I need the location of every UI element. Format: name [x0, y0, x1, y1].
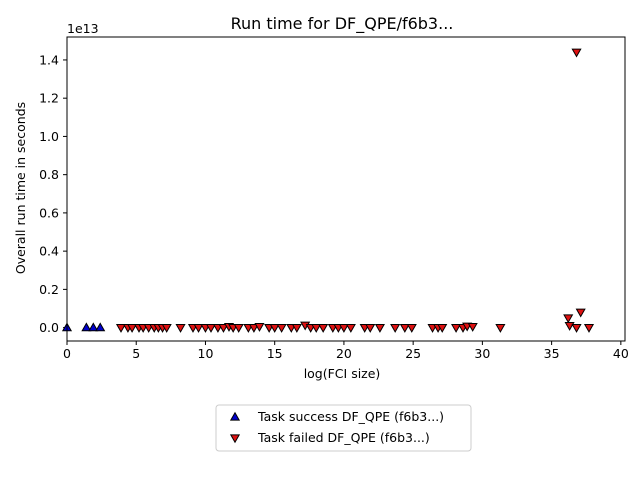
- failed-point: [365, 323, 376, 333]
- x-axis-ticks: 0 5 10 15 20 25 30 35 40: [63, 341, 629, 361]
- failed-point: [127, 323, 138, 333]
- x-tick-label: 5: [132, 346, 140, 361]
- y-tick-label: 0.8: [39, 167, 59, 182]
- y-tick-label: 1.0: [39, 129, 59, 144]
- failed-point: [563, 314, 574, 324]
- failed-point: [451, 323, 462, 333]
- failed-point: [175, 323, 186, 333]
- legend: Task success DF_QPE (f6b3...) Task faile…: [215, 404, 472, 452]
- y-axis-ticks: 0.0 0.2 0.4 0.6 0.8 1.0 1.2 1.4: [39, 52, 67, 335]
- x-tick-label: 35: [544, 346, 560, 361]
- y-tick-label: 0.0: [39, 320, 59, 335]
- y-tick-label: 1.4: [39, 52, 59, 67]
- failed-point: [390, 323, 401, 333]
- x-tick-label: 10: [198, 346, 214, 361]
- data-points: [61, 48, 595, 333]
- plot-frame: [66, 36, 626, 342]
- legend-marker-failed: [229, 434, 241, 444]
- legend-label-failed: Task failed DF_QPE (f6b3...): [257, 430, 430, 445]
- failed-point: [345, 323, 356, 333]
- x-tick-label: 25: [405, 346, 421, 361]
- failed-point: [495, 323, 506, 333]
- y-tick-label: 1.2: [39, 91, 59, 106]
- failed-point: [338, 323, 349, 333]
- failed-point: [248, 323, 259, 333]
- y-tick-label: 0.2: [39, 282, 59, 297]
- success-point: [95, 322, 106, 332]
- failed-point: [254, 323, 265, 332]
- chart-title: Run time for DF_QPE/f6b3...: [231, 14, 454, 34]
- failed-point: [276, 323, 287, 333]
- x-tick-label: 30: [474, 346, 490, 361]
- failed-point: [161, 323, 172, 333]
- x-tick-label: 40: [613, 346, 629, 361]
- failed-point: [571, 323, 582, 333]
- failed-point: [374, 323, 385, 333]
- failed-point: [218, 323, 229, 333]
- failed-point: [205, 323, 217, 333]
- failed-point: [406, 323, 417, 333]
- x-tick-label: 20: [336, 346, 352, 361]
- failed-point: [291, 323, 302, 333]
- legend-triangle-down-icon: [229, 434, 241, 444]
- y-offset-label: 1e13: [67, 21, 99, 36]
- failed-point: [115, 323, 127, 333]
- x-axis-label: log(FCI size): [304, 366, 381, 381]
- failed-point: [564, 322, 575, 331]
- failed-point: [233, 323, 244, 333]
- x-tick-label: 0: [63, 346, 71, 361]
- failed-point: [318, 323, 329, 333]
- y-axis-label: Overall run time in seconds: [13, 102, 28, 274]
- failed-point: [575, 308, 586, 318]
- failed-point: [571, 48, 582, 58]
- failed-point: [193, 323, 204, 333]
- y-tick-label: 0.4: [39, 244, 59, 259]
- failed-point: [311, 323, 322, 333]
- success-point: [81, 322, 92, 332]
- legend-label-success: Task success DF_QPE (f6b3...): [257, 409, 444, 424]
- failed-point: [437, 323, 448, 333]
- y-tick-label: 0.6: [39, 205, 59, 220]
- failed-point: [467, 323, 478, 332]
- legend-frame: [215, 404, 472, 452]
- legend-marker-success: [229, 411, 241, 421]
- legend-triangle-up-icon: [229, 411, 241, 421]
- failed-point: [399, 323, 410, 333]
- success-point: [88, 322, 99, 332]
- failed-point: [269, 323, 280, 333]
- x-tick-label: 15: [267, 346, 283, 361]
- failed-point: [583, 323, 595, 333]
